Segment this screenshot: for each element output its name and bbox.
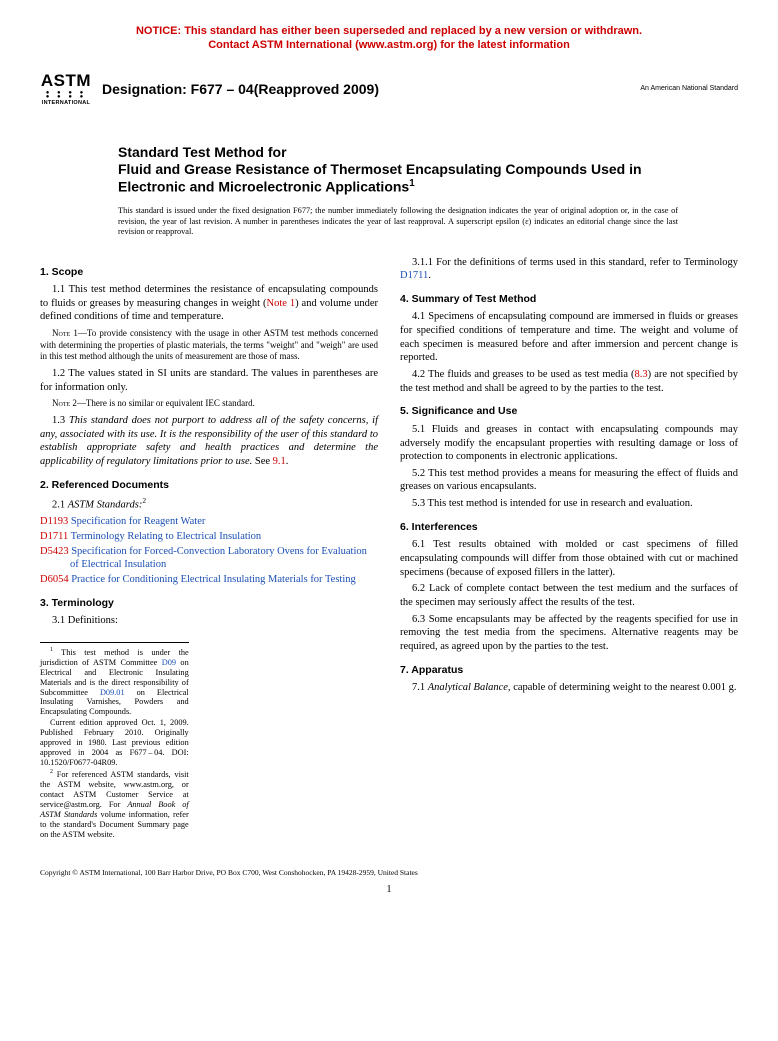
p21-sup: 2: [142, 496, 146, 505]
p13a: 1.3: [52, 415, 69, 426]
header-left: ASTM ● ● ● ●● ● ● ● INTERNATIONAL Design…: [40, 63, 379, 115]
para-6-3: 6.3 Some encapsulants may be affected by…: [400, 613, 738, 654]
ref-title[interactable]: Specification for Reagent Water: [68, 516, 205, 527]
para-2-1: 2.1 ASTM Standards:2: [40, 496, 378, 512]
logo-text-top: ASTM: [41, 70, 91, 92]
ref-item: D5423 Specification for Forced-Convectio…: [40, 545, 378, 572]
section-1-head: 1. Scope: [40, 266, 378, 280]
para-7-1: 7.1 Analytical Balance, capable of deter…: [400, 681, 738, 695]
p21-italic: ASTM Standards:: [68, 500, 143, 511]
ref-id[interactable]: D5423: [40, 546, 69, 557]
note-1-label: Note 1: [52, 328, 78, 338]
designation: Designation: F677 – 04(Reapproved 2009): [102, 80, 379, 98]
para-6-2: 6.2 Lack of complete contact between the…: [400, 582, 738, 609]
para-5-3: 5.3 This test method is intended for use…: [400, 497, 738, 511]
ref-title[interactable]: Practice for Conditioning Electrical Ins…: [69, 574, 356, 585]
para-1-2: 1.2 The values stated in SI units are st…: [40, 367, 378, 394]
notice-banner: NOTICE: This standard has either been su…: [40, 24, 738, 53]
issuance-note: This standard is issued under the fixed …: [118, 206, 678, 237]
body-columns: 1. Scope 1.1 This test method determines…: [40, 256, 738, 840]
title-main: Fluid and Grease Resistance of Thermoset…: [118, 161, 642, 195]
notice-line-1: NOTICE: This standard has either been su…: [40, 24, 738, 38]
link-8-3[interactable]: 8.3: [635, 369, 648, 380]
ref-item: D6054 Practice for Conditioning Electric…: [40, 573, 378, 587]
p13b: See: [252, 456, 272, 467]
ref-list: D1193 Specification for Reagent WaterD17…: [40, 515, 378, 586]
designation-value: F677 – 04(Reapproved 2009): [191, 81, 379, 97]
astm-logo: ASTM ● ● ● ●● ● ● ● INTERNATIONAL: [40, 63, 92, 115]
ref-id[interactable]: D1193: [40, 516, 68, 527]
p71b: capable of determining weight to the nea…: [511, 682, 737, 693]
section-4-head: 4. Summary of Test Method: [400, 293, 738, 307]
section-6-head: 6. Interferences: [400, 521, 738, 535]
para-5-1: 5.1 Fluids and greases in contact with e…: [400, 423, 738, 464]
para-4-2: 4.2 The fluids and greases to be used as…: [400, 368, 738, 395]
footnote-1: 1 This test method is under the jurisdic…: [40, 647, 189, 717]
title-line-2: Fluid and Grease Resistance of Thermoset…: [118, 161, 658, 197]
fn1-link-d0901[interactable]: D09.01: [100, 688, 125, 697]
para-3-1-1: 3.1.1 For the definitions of terms used …: [400, 256, 738, 283]
title-superscript: 1: [409, 178, 414, 189]
ref-title[interactable]: Terminology Relating to Electrical Insul…: [68, 531, 261, 542]
footnote-1b: Current edition approved Oct. 1, 2009. P…: [40, 718, 189, 768]
note-1-text: —To provide consistency with the usage i…: [40, 328, 378, 361]
link-9-1[interactable]: 9.1: [273, 456, 286, 467]
para-4-1: 4.1 Specimens of encapsulating compound …: [400, 310, 738, 365]
ref-id[interactable]: D1711: [40, 531, 68, 542]
note-1: Note 1—To provide consistency with the u…: [40, 328, 378, 363]
logo-dots: ● ● ● ●● ● ● ●: [46, 92, 87, 99]
designation-label: Designation:: [102, 81, 191, 97]
p71a: 7.1: [412, 682, 428, 693]
p71-italic: Analytical Balance,: [428, 682, 511, 693]
title-block: Standard Test Method for Fluid and Greas…: [118, 143, 658, 197]
ref-id[interactable]: D6054: [40, 574, 69, 585]
note-2-label: Note 2: [52, 398, 77, 408]
ref-item: D1711 Terminology Relating to Electrical…: [40, 530, 378, 544]
section-3-head: 3. Terminology: [40, 597, 378, 611]
title-line-1: Standard Test Method for: [118, 143, 658, 161]
section-5-head: 5. Significance and Use: [400, 405, 738, 419]
page-number: 1: [40, 883, 738, 896]
p13-italic: This standard does not purport to addres…: [40, 415, 378, 467]
note1-link[interactable]: Note 1: [267, 298, 296, 309]
fn1-link-d09[interactable]: D09: [162, 658, 176, 667]
footnote-2: 2 For referenced ASTM standards, visit t…: [40, 769, 189, 839]
notice-line-2: Contact ASTM International (www.astm.org…: [40, 38, 738, 52]
ref-title[interactable]: Specification for Forced-Convection Labo…: [69, 546, 367, 571]
ref-item: D1193 Specification for Reagent Water: [40, 515, 378, 529]
ans-label: An American National Standard: [640, 84, 738, 93]
copyright: Copyright © ASTM International, 100 Barr…: [40, 868, 738, 878]
para-5-2: 5.2 This test method provides a means fo…: [400, 467, 738, 494]
header-row: ASTM ● ● ● ●● ● ● ● INTERNATIONAL Design…: [40, 63, 738, 115]
p13c: .: [286, 456, 289, 467]
logo-text-bottom: INTERNATIONAL: [42, 100, 90, 107]
section-2-head: 2. Referenced Documents: [40, 479, 378, 493]
page-container: NOTICE: This standard has either been su…: [0, 0, 778, 916]
para-6-1: 6.1 Test results obtained with molded or…: [400, 538, 738, 579]
section-7-head: 7. Apparatus: [400, 664, 738, 678]
para-1-1: 1.1 This test method determines the resi…: [40, 283, 378, 324]
p21a: 2.1: [52, 500, 68, 511]
para-1-3: 1.3 This standard does not purport to ad…: [40, 414, 378, 469]
footnote-block: 1 This test method is under the jurisdic…: [40, 642, 378, 840]
para-3-1: 3.1 Definitions:: [40, 614, 378, 628]
note-2: Note 2—There is no similar or equivalent…: [40, 398, 378, 410]
link-d1711[interactable]: D1711: [400, 270, 428, 281]
footnotes: 1 This test method is under the jurisdic…: [40, 642, 189, 840]
p42a: 4.2 The fluids and greases to be used as…: [412, 369, 635, 380]
note-2-text: —There is no similar or equivalent IEC s…: [77, 398, 255, 408]
p311a: 3.1.1 For the definitions of terms used …: [412, 257, 738, 268]
p311b: .: [428, 270, 431, 281]
